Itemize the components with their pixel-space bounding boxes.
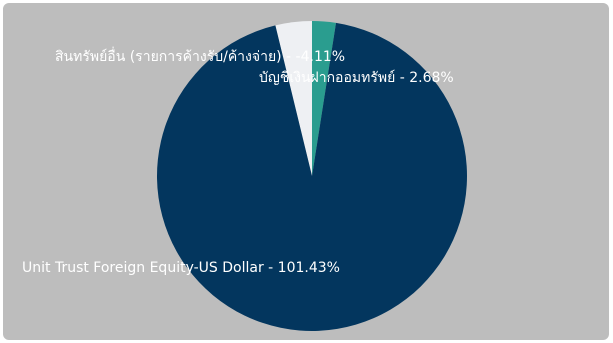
slice-label-savings-deposit: บัญชีเงินฝากออมทรัพย์ - 2.68% (259, 69, 454, 86)
slice-label-unit-trust: Unit Trust Foreign Equity-US Dollar - 10… (22, 260, 340, 276)
slice-unit-trust (157, 22, 467, 331)
pie-slices (157, 21, 467, 331)
slice-other-assets (275, 21, 312, 176)
pie-labels: Unit Trust Foreign Equity-US Dollar - 10… (22, 47, 454, 276)
slice-savings-deposit (312, 21, 337, 176)
slice-label-other-assets: สินทรัพย์อื่น (รายการค้างรับ/ค้างจ่าย) -… (55, 47, 345, 65)
